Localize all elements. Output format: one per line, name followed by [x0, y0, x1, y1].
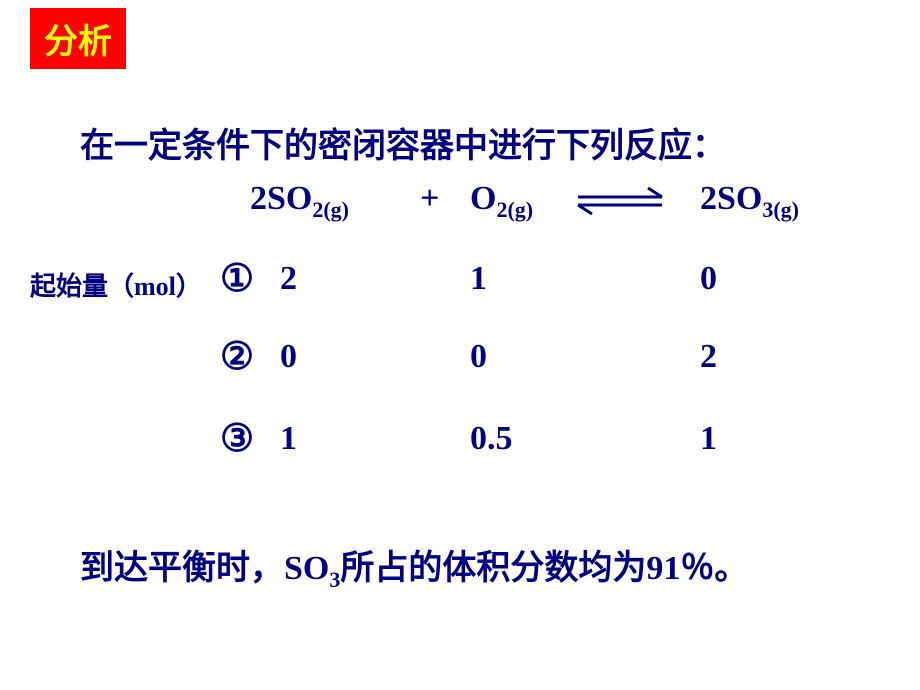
conclusion-text: 到达平衡时，SO3所占的体积分数均为91％。 [80, 540, 748, 593]
eq-so3-coef: 2SO [700, 180, 762, 217]
row-circle-2: ② [220, 334, 254, 379]
analysis-badge: 分析 [30, 8, 126, 69]
label-text: 起始量（ [30, 272, 134, 301]
eq-so3: 2SO3(g) [700, 180, 799, 223]
conclusion-end: 。 [714, 550, 748, 587]
eq-plus: + [420, 180, 439, 218]
eq-so3-sub: 3(g) [762, 197, 799, 222]
row-circle-3: ③ [220, 416, 254, 461]
eq-o2-sub: 2(g) [496, 197, 533, 222]
eq-so2-sub: 2(g) [312, 197, 349, 222]
conclusion-so3: SO [284, 550, 329, 587]
row-3-col-b: 0.5 [470, 420, 513, 458]
equilibrium-arrow-icon [570, 186, 670, 225]
conclusion-post: 所占的体积分数均为 [340, 550, 646, 587]
conclusion-so3-sub: 3 [329, 567, 340, 592]
row-3-col-a: 1 [280, 420, 297, 458]
eq-o2-sym: O [470, 180, 496, 217]
conclusion-pre: 到达平衡时， [80, 550, 284, 587]
row-3-col-c: 1 [700, 420, 717, 458]
row-2-col-b: 0 [470, 338, 487, 376]
row-2-col-c: 2 [700, 338, 717, 376]
conclusion-val: 91 [646, 550, 680, 587]
eq-so2-coef: 2SO [250, 180, 312, 217]
row-1-col-c: 0 [700, 260, 717, 298]
intro-text: 在一定条件下的密闭容器中进行下列反应： [80, 118, 726, 167]
label-unit: mol [134, 272, 176, 301]
row-1-col-a: 2 [280, 260, 297, 298]
label-end: ） [176, 272, 202, 301]
initial-amount-label: 起始量（mol） [30, 266, 202, 303]
row-circle-1: ① [220, 256, 254, 301]
row-1-col-b: 1 [470, 260, 487, 298]
eq-so2: 2SO2(g) [250, 180, 349, 223]
conclusion-pct: ％ [680, 550, 714, 587]
eq-o2: O2(g) [470, 180, 533, 223]
row-2-col-a: 0 [280, 338, 297, 376]
